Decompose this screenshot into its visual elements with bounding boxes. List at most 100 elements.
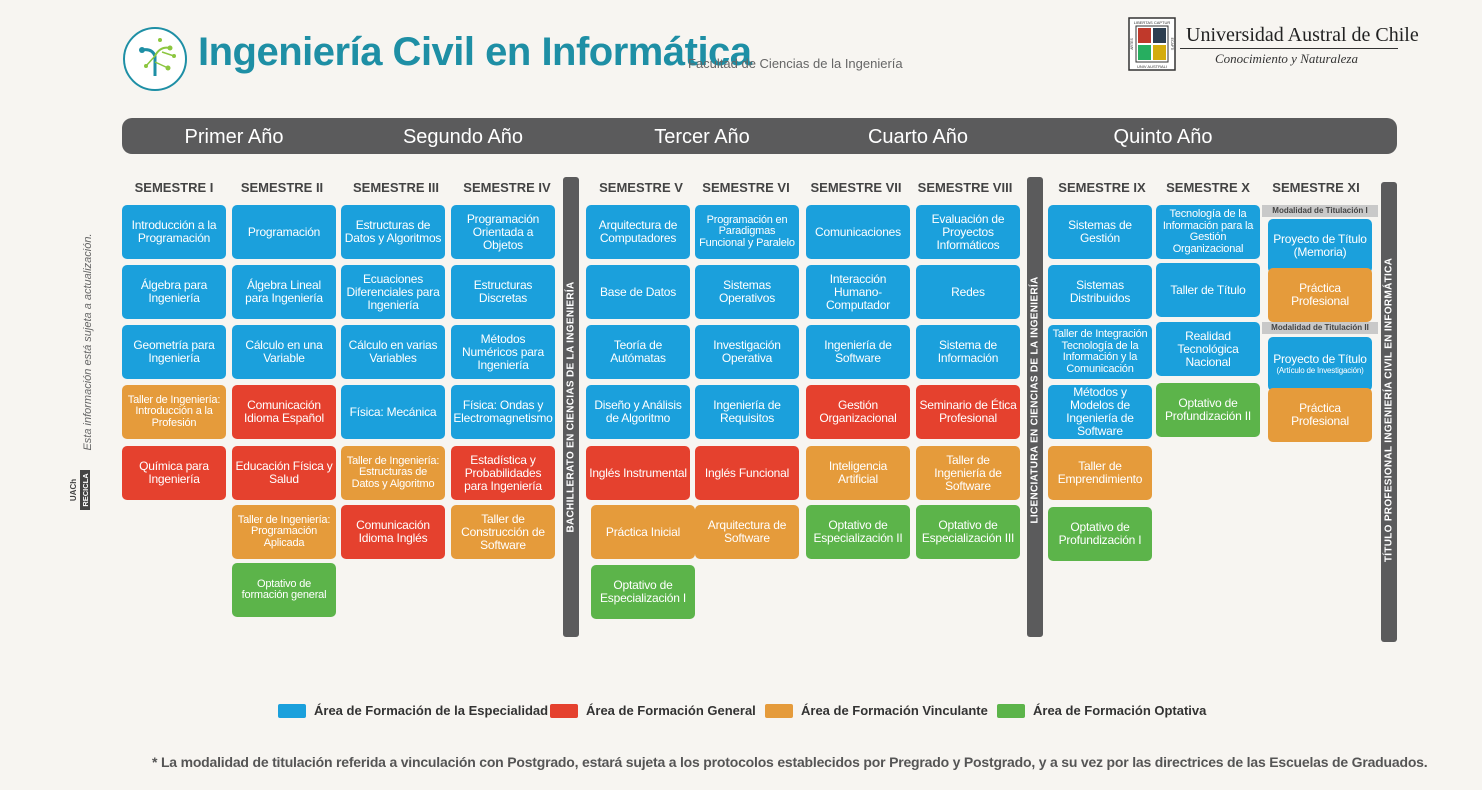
semester-5-label: SEMESTRE V bbox=[599, 180, 683, 195]
year-3-label: Tercer Año bbox=[654, 126, 750, 148]
course-s2-1[interactable]: Programación bbox=[232, 205, 336, 259]
recycle-top-text: UACh bbox=[69, 479, 78, 501]
course-s3-5[interactable]: Taller de Ingeniería: Estructuras de Dat… bbox=[341, 446, 445, 500]
course-s1-3[interactable]: Geometría para Ingeniería bbox=[122, 325, 226, 379]
course-s8-4[interactable]: Seminario de Ética Profesional bbox=[916, 385, 1020, 439]
course-s2-3[interactable]: Cálculo en una Variable bbox=[232, 325, 336, 379]
legend-label: Área de Formación General bbox=[586, 703, 756, 718]
recycle-bottom-text: RECICLA bbox=[81, 473, 90, 507]
legend-swatch-red bbox=[550, 703, 578, 718]
course-s4-5[interactable]: Estadística y Probabilidades para Ingeni… bbox=[451, 446, 555, 500]
course-s3-2[interactable]: Ecuaciones Diferenciales para Ingeniería bbox=[341, 265, 445, 319]
course-s7-1[interactable]: Comunicaciones bbox=[806, 205, 910, 259]
course-s2-7[interactable]: Optativo de formación general bbox=[232, 563, 336, 617]
university-divider bbox=[1180, 48, 1398, 49]
titulo-label: TÍTULO PROFESIONAL INGENIERÍA CIVIL EN I… bbox=[1383, 257, 1395, 563]
course-s2-2[interactable]: Álgebra Lineal para Ingeniería bbox=[232, 265, 336, 319]
semester-1-label: SEMESTRE I bbox=[134, 180, 214, 195]
course-s11-3-subtitle: (Artículo de Investigación) bbox=[1276, 366, 1364, 375]
footnote: * La modalidad de titulación referida a … bbox=[152, 754, 1428, 770]
course-s2-4[interactable]: Comunicación Idioma Español bbox=[232, 385, 336, 439]
course-s5-6[interactable]: Práctica Inicial bbox=[591, 505, 695, 559]
course-s7-2[interactable]: Interacción Humano-Computador bbox=[806, 265, 910, 319]
course-s7-3[interactable]: Ingeniería de Software bbox=[806, 325, 910, 379]
course-s6-5[interactable]: Inglés Funcional bbox=[695, 446, 799, 500]
legend-vinculante: Área de Formación Vinculante bbox=[765, 703, 988, 718]
course-s9-6[interactable]: Optativo de Profundización I bbox=[1048, 507, 1152, 561]
semester-4-label: SEMESTRE IV bbox=[463, 180, 551, 195]
shield-left-text: ARTES bbox=[1130, 38, 1134, 50]
course-s9-1[interactable]: Sistemas de Gestión bbox=[1048, 205, 1152, 259]
course-s2-6[interactable]: Taller de Ingeniería: Programación Aplic… bbox=[232, 505, 336, 559]
course-s6-4[interactable]: Ingeniería de Requisitos bbox=[695, 385, 799, 439]
modalidad-2-label: Modalidad de Titulación II bbox=[1262, 322, 1378, 334]
course-s8-3[interactable]: Sistema de Información bbox=[916, 325, 1020, 379]
course-s11-3-title: Proyecto de Título bbox=[1273, 352, 1367, 366]
course-s5-7[interactable]: Optativo de Especialización I bbox=[591, 565, 695, 619]
legend-label: Área de Formación Vinculante bbox=[801, 703, 988, 718]
course-s3-3[interactable]: Cálculo en varias Variables bbox=[341, 325, 445, 379]
course-s10-1[interactable]: Tecnología de la Información para la Ges… bbox=[1156, 205, 1260, 259]
licenciatura-bar bbox=[1027, 177, 1043, 637]
course-s8-1[interactable]: Evaluación de Proyectos Informáticos bbox=[916, 205, 1020, 259]
course-s10-4[interactable]: Optativo de Profundización II bbox=[1156, 383, 1260, 437]
course-s1-2[interactable]: Álgebra para Ingeniería bbox=[122, 265, 226, 319]
semester-10-label: SEMESTRE X bbox=[1166, 180, 1250, 195]
course-s8-5[interactable]: Taller de Ingeniería de Software bbox=[916, 446, 1020, 500]
shield-top-text: LIBERTAS CAPTUR bbox=[1134, 20, 1171, 25]
course-s7-6[interactable]: Optativo de Especialización II bbox=[806, 505, 910, 559]
course-s11-3[interactable]: Proyecto de Título (Artículo de Investig… bbox=[1268, 337, 1372, 391]
shield-bottom-text: UNIV AUSTRALI bbox=[1137, 64, 1167, 69]
semester-9-label: SEMESTRE IX bbox=[1058, 180, 1146, 195]
course-s6-2[interactable]: Sistemas Operativos bbox=[695, 265, 799, 319]
course-s11-1[interactable]: Proyecto de Título (Memoria) bbox=[1268, 219, 1372, 273]
course-s2-5[interactable]: Educación Física y Salud bbox=[232, 446, 336, 500]
course-s1-1[interactable]: Introducción a la Programación bbox=[122, 205, 226, 259]
course-s11-4[interactable]: Práctica Profesional bbox=[1268, 388, 1372, 442]
faculty-name: Facultad de Ciencias de la Ingeniería bbox=[688, 56, 903, 71]
course-s6-3[interactable]: Investigación Operativa bbox=[695, 325, 799, 379]
course-s5-3[interactable]: Teoría de Autómatas bbox=[586, 325, 690, 379]
semester-8-label: SEMESTRE VIII bbox=[917, 180, 1013, 195]
course-s5-5[interactable]: Inglés Instrumental bbox=[586, 446, 690, 500]
course-s4-2[interactable]: Estructuras Discretas bbox=[451, 265, 555, 319]
legend-swatch-green bbox=[997, 703, 1025, 718]
course-s4-3[interactable]: Métodos Numéricos para Ingeniería bbox=[451, 325, 555, 379]
course-s9-5[interactable]: Taller de Emprendimiento bbox=[1048, 446, 1152, 500]
course-s7-5[interactable]: Inteligencia Artificial bbox=[806, 446, 910, 500]
course-s5-2[interactable]: Base de Datos bbox=[586, 265, 690, 319]
course-s6-1[interactable]: Programación en Paradigmas Funcional y P… bbox=[695, 205, 799, 259]
semester-3-label: SEMESTRE III bbox=[353, 180, 439, 195]
course-s8-2[interactable]: Redes bbox=[916, 265, 1020, 319]
course-s8-6[interactable]: Optativo de Especialización III bbox=[916, 505, 1020, 559]
course-s5-1[interactable]: Arquitectura de Computadores bbox=[586, 205, 690, 259]
modalidad-1-label: Modalidad de Titulación I bbox=[1262, 205, 1378, 217]
course-s4-1[interactable]: Programación Orientada a Objetos bbox=[451, 205, 555, 259]
course-s9-2[interactable]: Sistemas Distribuidos bbox=[1048, 265, 1152, 319]
course-s10-3[interactable]: Realidad Tecnológica Nacional bbox=[1156, 322, 1260, 376]
year-5-label: Quinto Año bbox=[1113, 126, 1213, 148]
course-s5-4[interactable]: Diseño y Análisis de Algoritmo bbox=[586, 385, 690, 439]
year-1-label: Primer Año bbox=[184, 126, 284, 148]
course-s10-2[interactable]: Taller de Título bbox=[1156, 263, 1260, 317]
course-s9-3[interactable]: Taller de Integración Tecnología de la I… bbox=[1048, 325, 1152, 379]
course-s3-1[interactable]: Estructuras de Datos y Algoritmos bbox=[341, 205, 445, 259]
course-s1-5[interactable]: Química para Ingeniería bbox=[122, 446, 226, 500]
course-s3-6[interactable]: Comunicación Idioma Inglés bbox=[341, 505, 445, 559]
semester-6-label: SEMESTRE VI bbox=[702, 180, 790, 195]
course-s9-4[interactable]: Métodos y Modelos de Ingeniería de Softw… bbox=[1048, 385, 1152, 439]
shield-right-text: ECAPTI bbox=[1170, 38, 1174, 51]
course-s6-6[interactable]: Arquitectura de Software bbox=[695, 505, 799, 559]
update-note: Esta información está sujeta a actualiza… bbox=[82, 233, 94, 451]
year-header-bar bbox=[122, 118, 1397, 154]
course-s4-6[interactable]: Taller de Construcción de Software bbox=[451, 505, 555, 559]
page-title: Ingeniería Civil en Informática bbox=[198, 30, 752, 74]
course-s3-4[interactable]: Física: Mecánica bbox=[341, 385, 445, 439]
semester-7-label: SEMESTRE VII bbox=[810, 180, 902, 195]
course-s7-4[interactable]: Gestión Organizacional bbox=[806, 385, 910, 439]
course-s1-4[interactable]: Taller de Ingeniería: Introducción a la … bbox=[122, 385, 226, 439]
course-s11-2[interactable]: Práctica Profesional bbox=[1268, 268, 1372, 322]
recycle-icon: UACh RECICLA bbox=[69, 470, 90, 510]
bachillerato-bar bbox=[563, 177, 579, 637]
course-s4-4[interactable]: Física: Ondas y Electromagnetismo bbox=[451, 385, 555, 439]
